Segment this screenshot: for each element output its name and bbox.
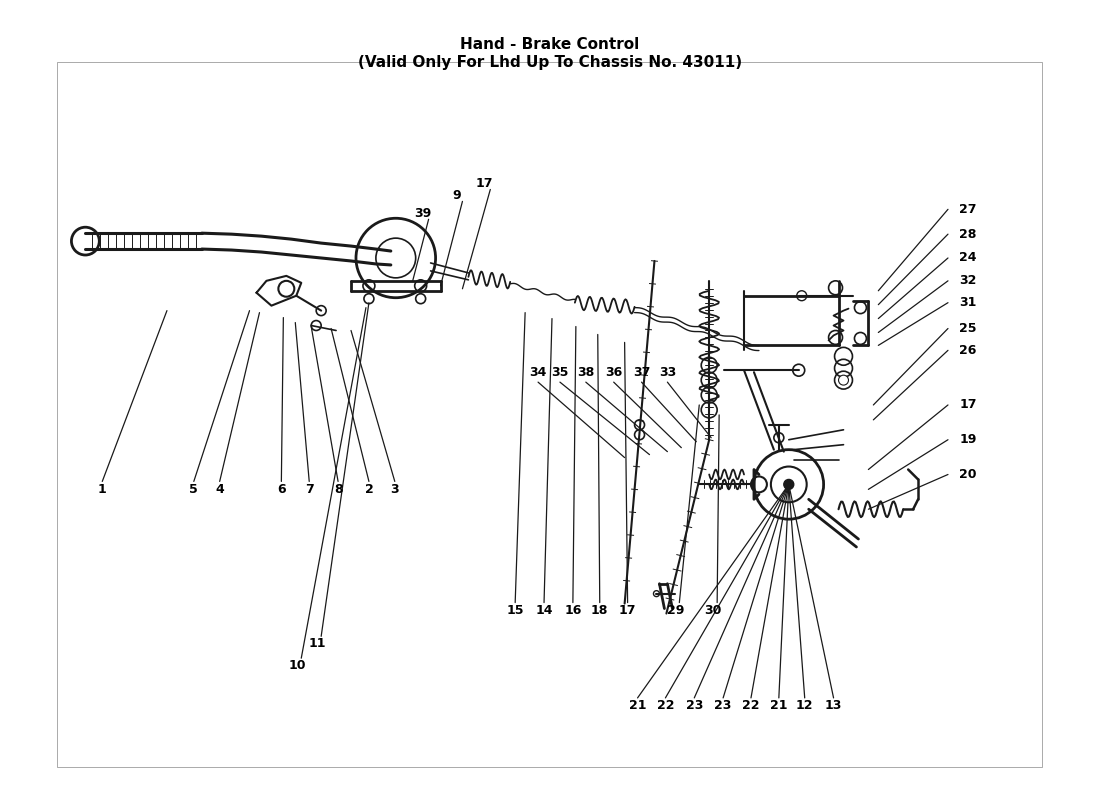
Text: 14: 14 — [536, 604, 553, 617]
Text: 18: 18 — [591, 604, 608, 617]
Text: 36: 36 — [605, 366, 623, 378]
Text: 8: 8 — [333, 483, 342, 496]
Text: 23: 23 — [685, 699, 703, 712]
Text: 7: 7 — [305, 483, 314, 496]
Text: 24: 24 — [959, 251, 977, 265]
Text: 33: 33 — [659, 366, 676, 378]
Text: 35: 35 — [551, 366, 569, 378]
Text: 13: 13 — [825, 699, 843, 712]
Text: 9: 9 — [452, 189, 461, 202]
Text: 38: 38 — [578, 366, 594, 378]
Text: 32: 32 — [959, 274, 977, 287]
Text: 12: 12 — [796, 699, 814, 712]
Text: (Valid Only For Lhd Up To Chassis No. 43011): (Valid Only For Lhd Up To Chassis No. 43… — [358, 55, 742, 70]
Text: 37: 37 — [632, 366, 650, 378]
Text: 39: 39 — [414, 207, 431, 220]
Circle shape — [838, 375, 848, 385]
Text: 2: 2 — [364, 483, 373, 496]
Bar — [57, 62, 1043, 767]
Text: 29: 29 — [667, 604, 684, 617]
Text: 3: 3 — [390, 483, 399, 496]
Text: 21: 21 — [629, 699, 647, 712]
Text: 26: 26 — [959, 344, 977, 357]
Text: 23: 23 — [714, 699, 732, 712]
Text: 1: 1 — [98, 483, 107, 496]
Text: 27: 27 — [959, 203, 977, 216]
Text: 10: 10 — [288, 658, 306, 672]
Text: 20: 20 — [959, 468, 977, 481]
Text: 6: 6 — [277, 483, 286, 496]
Text: 17: 17 — [475, 177, 493, 190]
Text: 21: 21 — [770, 699, 788, 712]
Text: 15: 15 — [506, 604, 524, 617]
Text: 16: 16 — [564, 604, 582, 617]
Text: 31: 31 — [959, 296, 977, 309]
Text: 5: 5 — [189, 483, 198, 496]
Text: 17: 17 — [959, 398, 977, 411]
Text: 17: 17 — [619, 604, 637, 617]
Text: 22: 22 — [742, 699, 760, 712]
Text: 4: 4 — [216, 483, 224, 496]
Text: 25: 25 — [959, 322, 977, 335]
Text: Hand - Brake Control: Hand - Brake Control — [461, 37, 639, 52]
Text: 34: 34 — [529, 366, 547, 378]
Text: 28: 28 — [959, 228, 977, 241]
Text: 19: 19 — [959, 434, 977, 446]
Text: 11: 11 — [308, 637, 326, 650]
Text: 22: 22 — [657, 699, 674, 712]
Circle shape — [784, 479, 794, 490]
Text: 30: 30 — [704, 604, 722, 617]
